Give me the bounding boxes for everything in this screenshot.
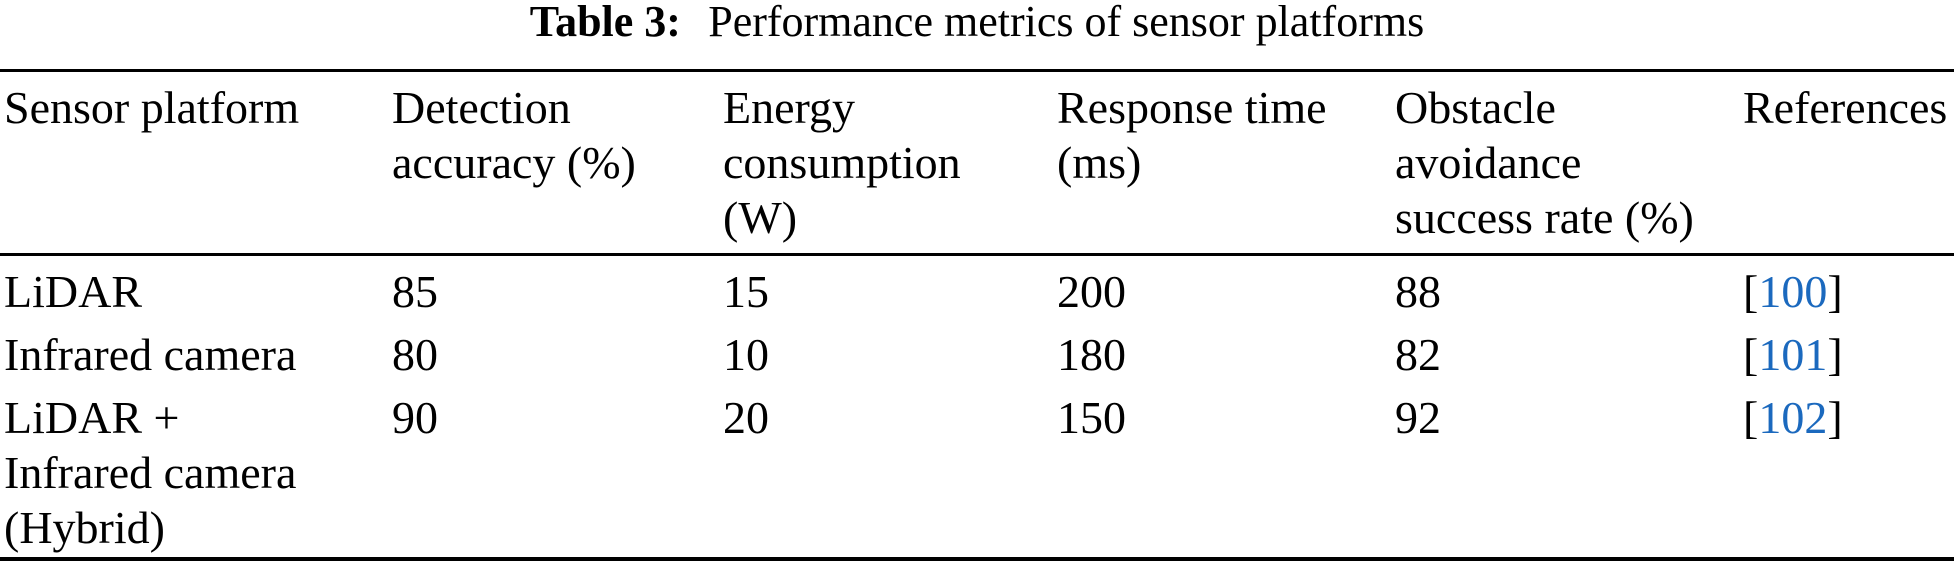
- table-row: LiDAR 85 15 200 88 [100]: [0, 255, 1954, 320]
- table-caption-label: Table 3:: [529, 0, 681, 46]
- citation-bracket-close: ]: [1827, 329, 1843, 380]
- citation-bracket-open: [: [1743, 392, 1759, 443]
- column-header-references: References: [1739, 69, 1954, 256]
- cell-sensor-platform: LiDAR: [4, 266, 142, 317]
- cell-detection-accuracy: 85: [392, 266, 438, 317]
- citation-link[interactable]: 100: [1758, 266, 1828, 317]
- citation-link[interactable]: 101: [1758, 329, 1828, 380]
- cell-obstacle-success-rate: 92: [1391, 382, 1739, 561]
- header-row: Sensor platform Detection accuracy (%) E…: [0, 69, 1954, 256]
- column-header-energy-consumption: Energy consumption (W): [719, 69, 1053, 256]
- citation-link[interactable]: 102: [1758, 392, 1828, 443]
- cell-obstacle-success-rate: 82: [1395, 329, 1441, 380]
- cell-response-time: 200: [1057, 266, 1126, 317]
- cell-obstacle-success-rate: 88: [1395, 266, 1441, 317]
- table-caption: Table 3: Performance metrics of sensor pl…: [0, 0, 1954, 48]
- cell-sensor-platform: Infrared camera: [4, 329, 297, 380]
- column-header-detection-accuracy: Detection accuracy (%): [388, 69, 719, 256]
- table-caption-text: Performance metrics of sensor platforms: [708, 0, 1425, 46]
- cell-detection-accuracy: 90: [388, 382, 719, 561]
- cell-response-time: 180: [1057, 329, 1126, 380]
- cell-energy-consumption: 20: [719, 382, 1053, 561]
- citation-bracket-close: ]: [1827, 392, 1843, 443]
- cell-energy-consumption: 10: [723, 329, 769, 380]
- cell-response-time: 150: [1053, 382, 1391, 561]
- column-header-response-time: Response time (ms): [1053, 69, 1391, 256]
- table-row: Infrared camera 80 10 180 82 [101]: [0, 319, 1954, 382]
- citation-bracket-close: ]: [1827, 266, 1843, 317]
- cell-references: [100]: [1739, 255, 1954, 320]
- cell-energy-consumption: 15: [723, 266, 769, 317]
- cell-references: [102]: [1739, 382, 1954, 561]
- column-header-obstacle-success-rate: Obstacle avoidance success rate (%): [1391, 69, 1739, 256]
- cell-references: [101]: [1739, 319, 1954, 382]
- cell-detection-accuracy: 80: [392, 329, 438, 380]
- table-row: LiDAR + Infrared camera (Hybrid) 90 20 1…: [0, 382, 1954, 561]
- citation-bracket-open: [: [1743, 266, 1759, 317]
- cell-sensor-platform: LiDAR + Infrared camera (Hybrid): [0, 382, 388, 561]
- column-header-sensor-platform: Sensor platform: [0, 69, 388, 256]
- performance-metrics-table: Sensor platform Detection accuracy (%) E…: [0, 69, 1954, 561]
- citation-bracket-open: [: [1743, 329, 1759, 380]
